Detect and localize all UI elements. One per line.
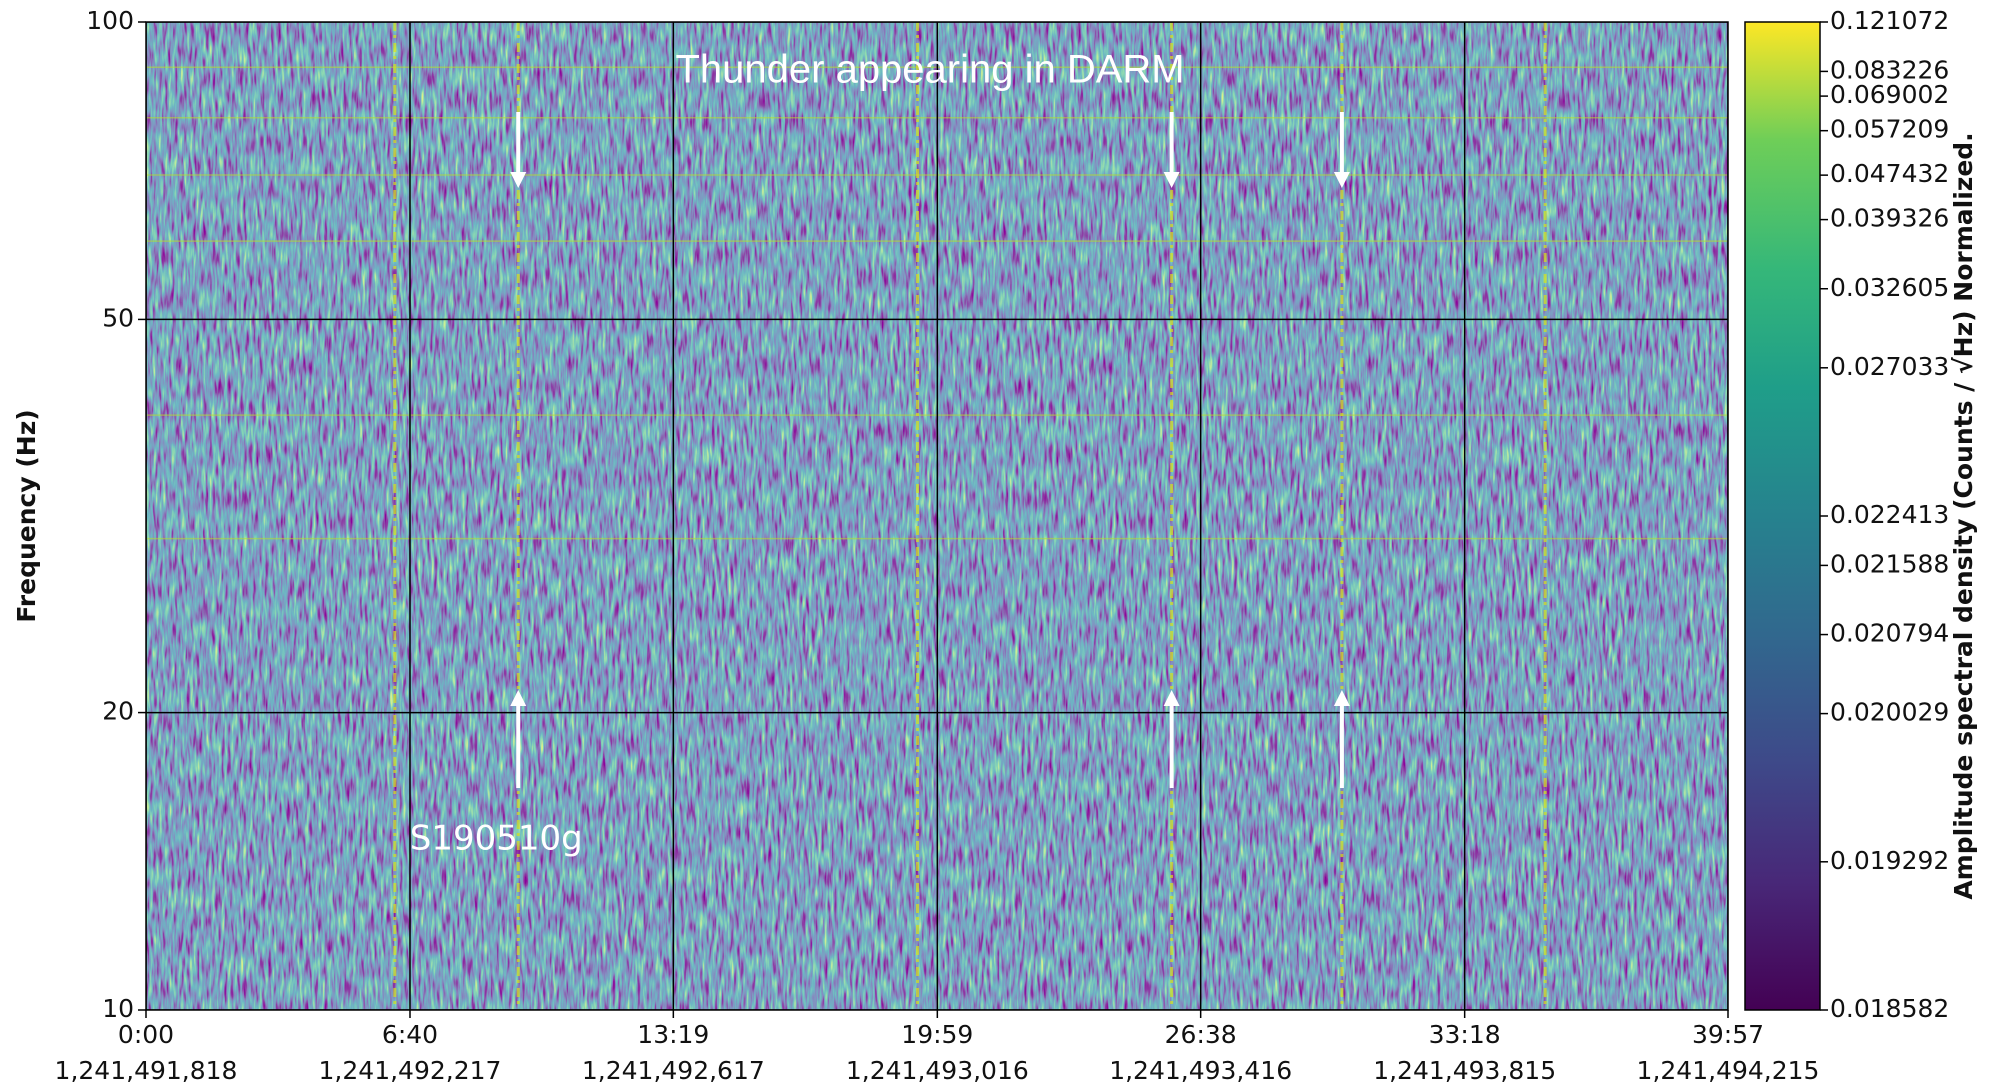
colorbar-tick-label: 0.039326 [1830, 204, 1949, 233]
y-tick-label: 10 [102, 994, 134, 1023]
colorbar-tick-label: 0.022413 [1830, 500, 1949, 529]
x-tick-sublabel: 1,241,494,215 [1637, 1056, 1820, 1085]
arrow-head [510, 690, 527, 706]
x-tick-label: 13:19 [637, 1020, 709, 1049]
arrow-head [1333, 172, 1350, 188]
x-tick-sublabel: 1,241,491,818 [55, 1056, 238, 1085]
x-tick-label: 33:18 [1429, 1020, 1501, 1049]
plot-area [146, 22, 1728, 1010]
y-tick-label: 20 [102, 697, 134, 726]
x-tick-sublabel: 1,241,492,617 [582, 1056, 765, 1085]
arrow-head [510, 172, 527, 188]
arrow-head [1163, 690, 1180, 706]
arrow-head [1333, 690, 1350, 706]
x-tick-sublabel: 1,241,493,016 [846, 1056, 1029, 1085]
colorbar-tick-label: 0.032605 [1830, 273, 1949, 302]
colorbar-tick-label: 0.020029 [1830, 698, 1949, 727]
x-tick-label: 19:59 [901, 1020, 973, 1049]
colorbar-tick-label: 0.020794 [1830, 619, 1949, 648]
colorbar-tick-label: 0.021588 [1830, 549, 1949, 578]
y-tick-label: 100 [86, 6, 134, 35]
colorbar-tick-label: 0.057209 [1830, 115, 1949, 144]
x-tick-sublabel: 1,241,493,416 [1109, 1056, 1292, 1085]
x-tick-label: 0:00 [118, 1020, 174, 1049]
colorbar [1744, 21, 1821, 1011]
x-tick-label: 6:40 [382, 1020, 438, 1049]
colorbar-label: Amplitude spectral density (Counts / √Hz… [1949, 132, 1978, 899]
x-tick-sublabel: 1,241,493,815 [1373, 1056, 1556, 1085]
y-tick-label: 50 [102, 303, 134, 332]
event-label: S190510g [410, 819, 583, 859]
colorbar-tick-label: 0.069002 [1830, 80, 1949, 109]
colorbar-tick-label: 0.047432 [1830, 159, 1949, 188]
x-tick-label: 39:57 [1692, 1020, 1764, 1049]
plot-frame [145, 21, 1729, 1011]
colorbar-tick-label: 0.019292 [1830, 846, 1949, 875]
thunder-annotation: Thunder appearing in DARM [675, 48, 1184, 92]
axes: 10 20 50 100 0:00 1,241,491,818 6:40 1,241,492,… [55, 6, 1950, 1085]
arrow-head [1163, 172, 1180, 188]
colorbar-tick-label: 0.018582 [1830, 994, 1949, 1023]
y-axis-label: Frequency (Hz) [12, 409, 41, 622]
colorbar-tick-label: 0.121072 [1830, 6, 1949, 35]
colorbar-tick-label: 0.083226 [1830, 55, 1949, 84]
x-tick-sublabel: 1,241,492,217 [319, 1056, 502, 1085]
colorbar-tick-label: 0.027033 [1830, 352, 1949, 381]
x-tick-label: 26:38 [1165, 1020, 1237, 1049]
